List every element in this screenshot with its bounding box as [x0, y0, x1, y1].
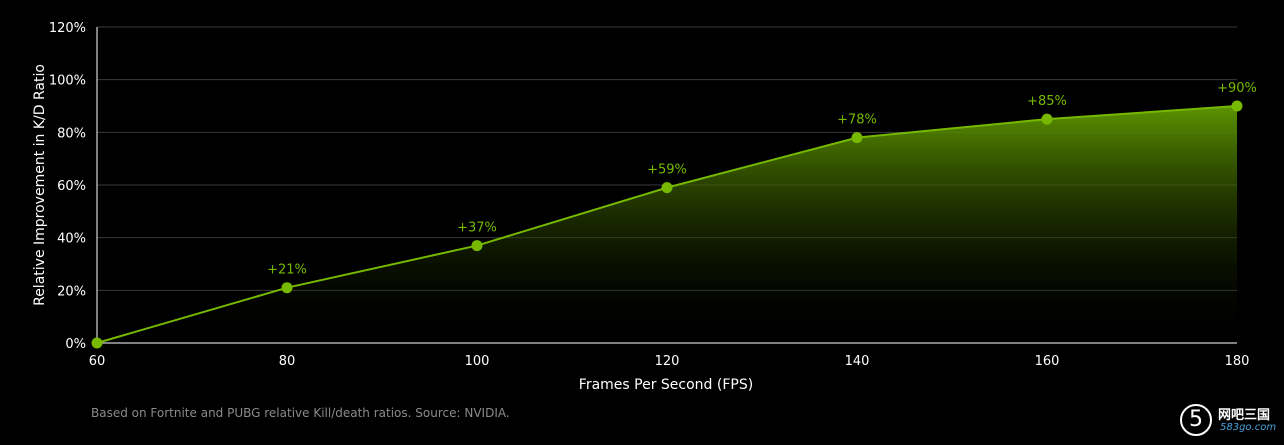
data-point [1041, 113, 1053, 125]
y-axis-title: Relative Improvement in K/D Ratio [32, 64, 48, 306]
y-tick-label: 40% [57, 232, 86, 247]
x-tick-label: 80 [279, 354, 296, 369]
data-label: +90% [1217, 81, 1257, 96]
area-fill [97, 106, 1237, 343]
data-points [91, 100, 1243, 349]
source-footnote: Based on Fortnite and PUBG relative Kill… [91, 406, 510, 420]
x-tick-label: 100 [465, 354, 490, 369]
y-tick-label: 20% [57, 284, 86, 299]
data-point [1231, 100, 1243, 112]
y-tick-label: 80% [57, 126, 86, 141]
y-tick-label: 60% [57, 179, 86, 194]
x-tick-label: 160 [1035, 354, 1060, 369]
y-tick-label: 100% [49, 74, 86, 89]
data-point [851, 132, 863, 144]
series-area [97, 106, 1237, 343]
data-point [471, 240, 483, 252]
x-axis-title: Frames Per Second (FPS) [579, 377, 753, 393]
watermark-badge: 5 [1180, 404, 1212, 436]
watermark-main-text: 网吧三国 [1218, 408, 1271, 423]
watermark-logo: 5 网吧三国 583go.com [1180, 402, 1280, 438]
data-label: +78% [837, 113, 877, 128]
x-tick-label: 120 [655, 354, 680, 369]
axes [96, 27, 1237, 344]
data-labels: +21% +37% +59% +78% +85% +90% [267, 81, 1257, 278]
data-label: +85% [1027, 94, 1067, 109]
x-tick-label: 180 [1225, 354, 1250, 369]
x-tick-label: 140 [845, 354, 870, 369]
data-label: +59% [647, 163, 687, 178]
tick-labels: 0% 20% 40% 60% 80% 100% 120% 60 80 100 120 140 160 18… [49, 21, 1250, 369]
data-label: +37% [457, 221, 497, 236]
y-tick-label: 0% [65, 337, 86, 352]
data-point [91, 337, 103, 349]
x-tick-label: 60 [89, 354, 106, 369]
watermark-sub-text: 583go.com [1220, 422, 1277, 433]
data-point [661, 182, 673, 194]
data-point [281, 282, 293, 294]
data-label: +21% [267, 263, 307, 278]
y-tick-label: 120% [49, 21, 86, 36]
